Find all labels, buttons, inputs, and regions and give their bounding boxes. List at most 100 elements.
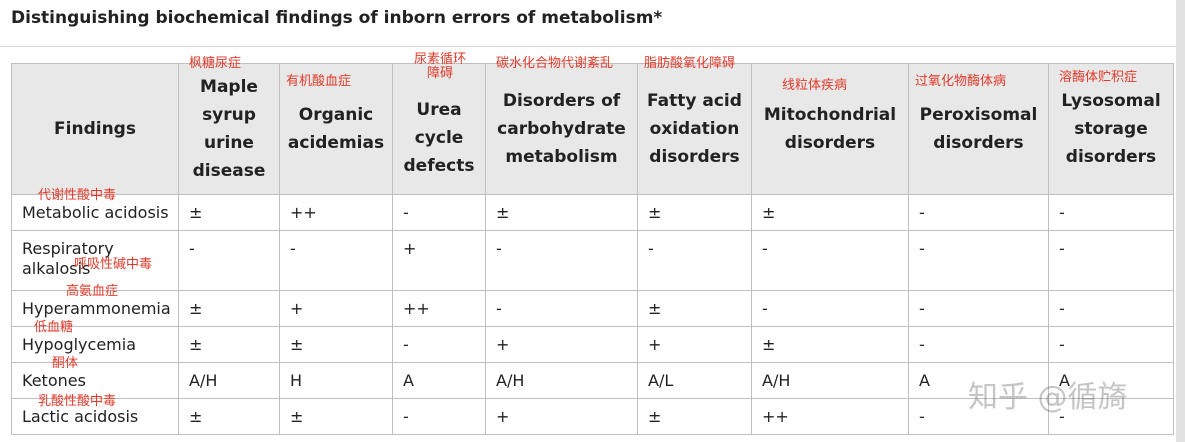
cell-value: - (648, 239, 654, 258)
table-cell: - (908, 230, 1049, 291)
header-annotation: 有机酸血症 (286, 74, 352, 89)
table-row: 高氨血症 Hyperammonemia ± + ++ - ± - - - (11, 285, 1174, 327)
cell-value: ± (648, 299, 662, 318)
table-cell: - (908, 326, 1049, 363)
column-header: Findings (11, 63, 179, 195)
table-cell: ± (178, 290, 280, 327)
finding-annotation: 高氨血症 (66, 284, 119, 299)
table-cell: - (178, 230, 280, 291)
finding-cell: 酮体 Ketones (11, 357, 179, 399)
table-cell: A (1048, 362, 1174, 399)
finding-label: Ketones (22, 371, 86, 390)
finding-cell: 高氨血症 Hyperammonemia (11, 285, 179, 327)
finding-annotation: 低血糖 (34, 320, 74, 335)
cell-value: ± (189, 407, 203, 426)
table-cell: - (1048, 326, 1174, 363)
cell-value: + (648, 335, 662, 354)
finding-annotation: 乳酸性酸中毒 (38, 394, 117, 409)
table-cell: A/H (751, 362, 909, 399)
table-cell: ± (279, 398, 393, 435)
table-row: 酮体 Ketones A/H H A A/H A/L A/H A A (11, 357, 1174, 399)
table-cell: ± (178, 398, 280, 435)
cell-value: - (919, 407, 925, 426)
finding-annotation: 代谢性酸中毒 (38, 188, 117, 203)
cell-value: ± (648, 407, 662, 426)
cell-value: - (1059, 335, 1065, 354)
header-annotation: 尿素循环障碍 (413, 52, 466, 81)
cell-value: ± (648, 203, 662, 222)
column-header-label: Findings (54, 119, 136, 139)
header-row: Findings 枫糖尿症 Maple syrup urine disease 有… (11, 53, 1174, 195)
table-cell: ± (637, 398, 752, 435)
finding-label: Metabolic acidosis (22, 203, 169, 222)
table-cell: ++ (751, 398, 909, 435)
table-cell: ++ (279, 194, 393, 231)
table-cell: A/L (637, 362, 752, 399)
cell-value: A (919, 371, 930, 390)
watermark: 知乎 @循旖 (968, 380, 1128, 415)
cell-value: - (762, 239, 768, 258)
table-cell: - (1048, 194, 1174, 231)
cell-value: ± (762, 335, 776, 354)
cell-value: - (1059, 203, 1065, 222)
findings-table: Findings 枫糖尿症 Maple syrup urine disease 有… (11, 53, 1174, 435)
table-cell: ± (485, 194, 638, 231)
column-header: 线粒体疾病 Mitochondrial disorders (751, 63, 909, 195)
cell-value: A (1059, 371, 1070, 390)
cell-value: - (919, 335, 925, 354)
cell-value: - (1059, 239, 1065, 258)
table-cell: - (908, 194, 1049, 231)
cell-value: ++ (403, 299, 430, 318)
table-cell: - (279, 230, 393, 291)
finding-label: Hyperammonemia (22, 299, 171, 318)
cell-value: - (290, 239, 296, 258)
table-cell: ± (637, 194, 752, 231)
column-header-label: Urea cycle defects (403, 100, 475, 176)
table-cell: A/H (178, 362, 280, 399)
finding-cell: 低血糖 Hypoglycemia (11, 321, 179, 363)
cell-value: ± (189, 299, 203, 318)
cell-value: ± (189, 203, 203, 222)
column-header: 脂肪酸氧化障碍 Fatty acid oxidation disorders (637, 57, 752, 195)
table-cell: ± (279, 326, 393, 363)
scrollbar[interactable] (1176, 0, 1185, 442)
finding-label: Respiratory alkalosis (22, 239, 114, 278)
table-row: 低血糖 Hypoglycemia ± ± - + + ± - - (11, 321, 1174, 363)
cell-value: ++ (762, 407, 789, 426)
table-cell: + (485, 398, 638, 435)
column-header: 溶酶体贮积症 Lysosomal storage disorders (1048, 63, 1174, 195)
finding-cell: 呼吸性碱中毒 Respiratory alkalosis (11, 230, 179, 291)
table-cell: ± (751, 194, 909, 231)
cell-value: + (290, 299, 304, 318)
table-cell: - (751, 230, 909, 291)
table-cell: ++ (392, 290, 486, 327)
table-cell: - (637, 230, 752, 291)
table-cell: + (392, 230, 486, 291)
column-header-label: Lysosomal storage disorders (1061, 91, 1161, 167)
column-header: 碳水化合物代谢紊乱 Disorders of carbohydrate metab… (485, 57, 638, 195)
column-header: 有机酸血症 Organic acidemias (279, 63, 393, 195)
table-cell: + (279, 290, 393, 327)
column-header: 尿素循环障碍 Urea cycle defects (392, 53, 486, 195)
table-cell: - (751, 290, 909, 327)
cell-value: - (762, 299, 768, 318)
cell-value: A/H (762, 371, 791, 390)
finding-annotation: 酮体 (52, 356, 79, 371)
header-annotation: 线粒体疾病 (782, 78, 848, 93)
column-header: 枫糖尿症 Maple syrup urine disease (178, 57, 280, 195)
cell-value: - (189, 239, 195, 258)
table-cell: A/H (485, 362, 638, 399)
cell-value: - (403, 203, 409, 222)
table-cell: - (1048, 398, 1174, 435)
table-cell: - (392, 398, 486, 435)
cell-value: - (496, 239, 502, 258)
column-header-label: Disorders of carbohydrate metabolism (497, 91, 626, 167)
cell-value: ± (290, 407, 304, 426)
cell-value: A/H (496, 371, 525, 390)
column-header: 过氧化物酶体病 Peroxisomal disorders (908, 63, 1049, 195)
cell-value: - (919, 299, 925, 318)
finding-label: Lactic acidosis (22, 407, 139, 426)
cell-value: ± (496, 203, 510, 222)
cell-value: ± (290, 335, 304, 354)
column-header-label: Maple syrup urine disease (192, 77, 266, 181)
